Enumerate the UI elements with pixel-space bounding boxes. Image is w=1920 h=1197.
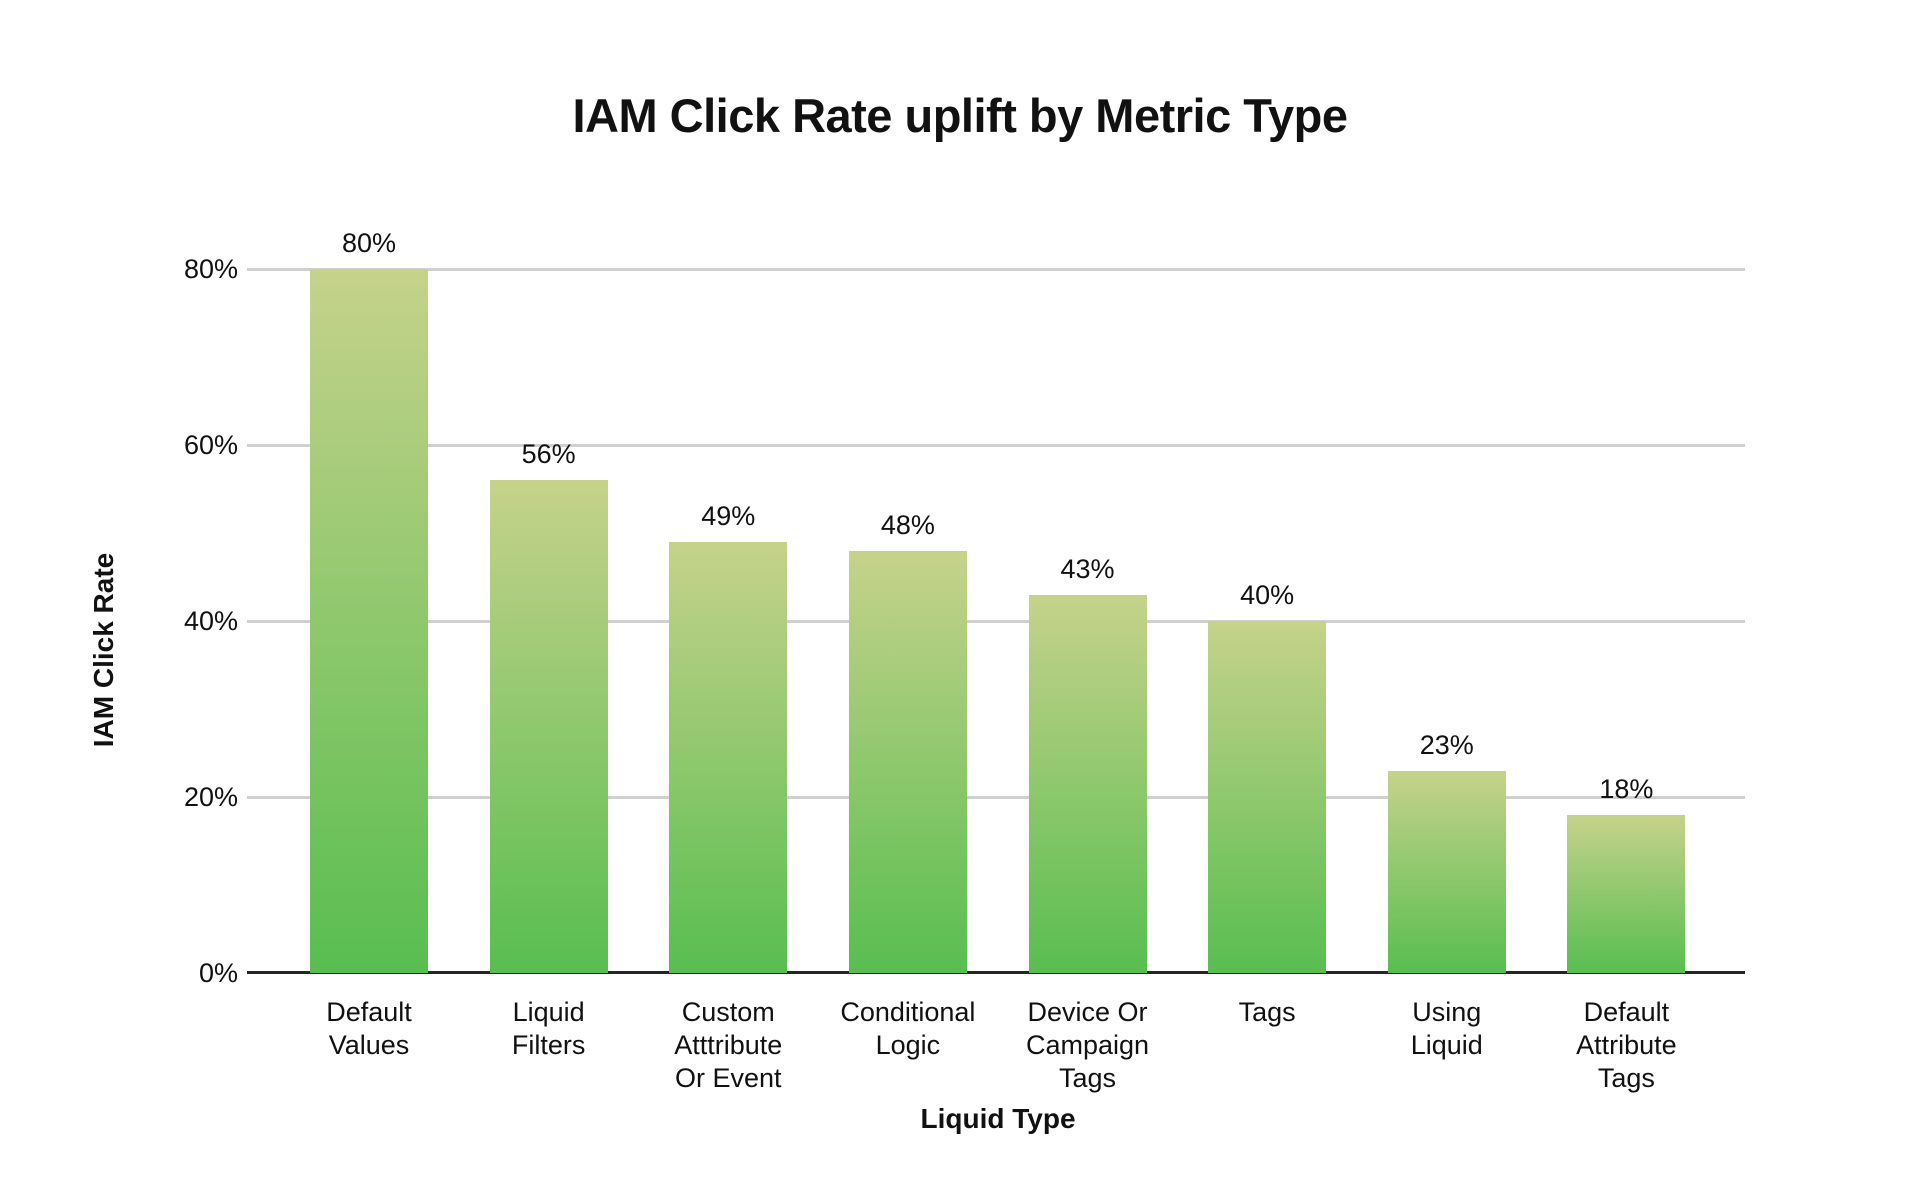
bar: [848, 550, 967, 973]
bar: [310, 269, 428, 973]
x-axis-title: Liquid Type: [920, 1103, 1076, 1134]
y-tick-label: 60%: [183, 430, 238, 460]
x-tick-label-line: Or Event: [674, 1063, 782, 1093]
y-tick-label: 0%: [198, 958, 238, 988]
chart-title: IAM Click Rate uplift by Metric Type: [572, 89, 1348, 142]
x-tick-label-line: Atttribute: [674, 1030, 783, 1060]
x-tick-label-line: Custom: [681, 997, 775, 1027]
x-tick-label-line: Using: [1412, 997, 1482, 1027]
x-tick-label: Tags: [1169, 996, 1365, 1029]
x-tick-label-line: Liquid: [512, 997, 585, 1027]
gridline: [247, 795, 1745, 799]
bar: [1208, 621, 1327, 973]
bar: [669, 541, 788, 973]
x-tick-label-line: Conditional: [840, 997, 976, 1027]
bar-value-label: 43%: [1060, 553, 1115, 584]
bar: [1567, 814, 1686, 973]
x-tick-label: Default Attribute Tags: [1528, 996, 1724, 1095]
bar-value-label: 80%: [341, 228, 397, 258]
bar-value-label: 18%: [1599, 773, 1654, 804]
gridline: [247, 267, 1745, 271]
x-tick-label-line: Default: [1583, 997, 1670, 1027]
y-tick-label: 40%: [183, 606, 238, 636]
x-axis-line: [247, 971, 1745, 974]
y-axis-title: IAM Click Rate: [88, 552, 119, 748]
gridline: [247, 443, 1745, 447]
bar: [489, 480, 608, 973]
x-tick-label: Default Values: [271, 996, 467, 1062]
bar-value-label: 49%: [701, 500, 756, 531]
x-tick-label-line: Default: [326, 997, 412, 1027]
x-tick-label-line: Campaign: [1025, 1030, 1150, 1060]
bar-value-label: 56%: [521, 439, 576, 470]
bar-value-label: 40%: [1240, 580, 1295, 610]
x-tick-label: Device Or Campaign Tags: [990, 996, 1186, 1095]
x-tick-label-line: Values: [328, 1030, 410, 1060]
x-tick-label-line: Tags: [1058, 1063, 1117, 1093]
bar: [1028, 594, 1147, 973]
x-tick-label-line: Filters: [511, 1030, 586, 1060]
plot-area: 0% 20% 40% 60% 80% 80% Default Values 56% Liquid F…: [184, 228, 1745, 1093]
x-tick-label: Custom Atttribute Or Event: [630, 996, 826, 1095]
bar: [1387, 770, 1506, 973]
x-tick-label: Using Liquid: [1349, 996, 1545, 1062]
x-tick-label-line: Tags: [1597, 1063, 1655, 1093]
bar-value-label: 23%: [1419, 729, 1474, 760]
x-tick-label-line: Liquid: [1410, 1030, 1483, 1060]
gridline: [247, 619, 1745, 623]
y-tick-label: 20%: [183, 782, 238, 812]
x-tick-label-line: Device Or: [1027, 997, 1148, 1027]
bar-value-label: 48%: [880, 509, 935, 540]
y-tick-label: 80%: [183, 254, 238, 284]
x-tick-label: Conditional Logic: [810, 996, 1006, 1062]
x-tick-label: Liquid Filters: [451, 996, 647, 1062]
x-tick-label-line: Attribute: [1576, 1030, 1677, 1060]
x-tick-label-line: Logic: [875, 1030, 941, 1060]
x-tick-label-line: Tags: [1238, 997, 1296, 1027]
